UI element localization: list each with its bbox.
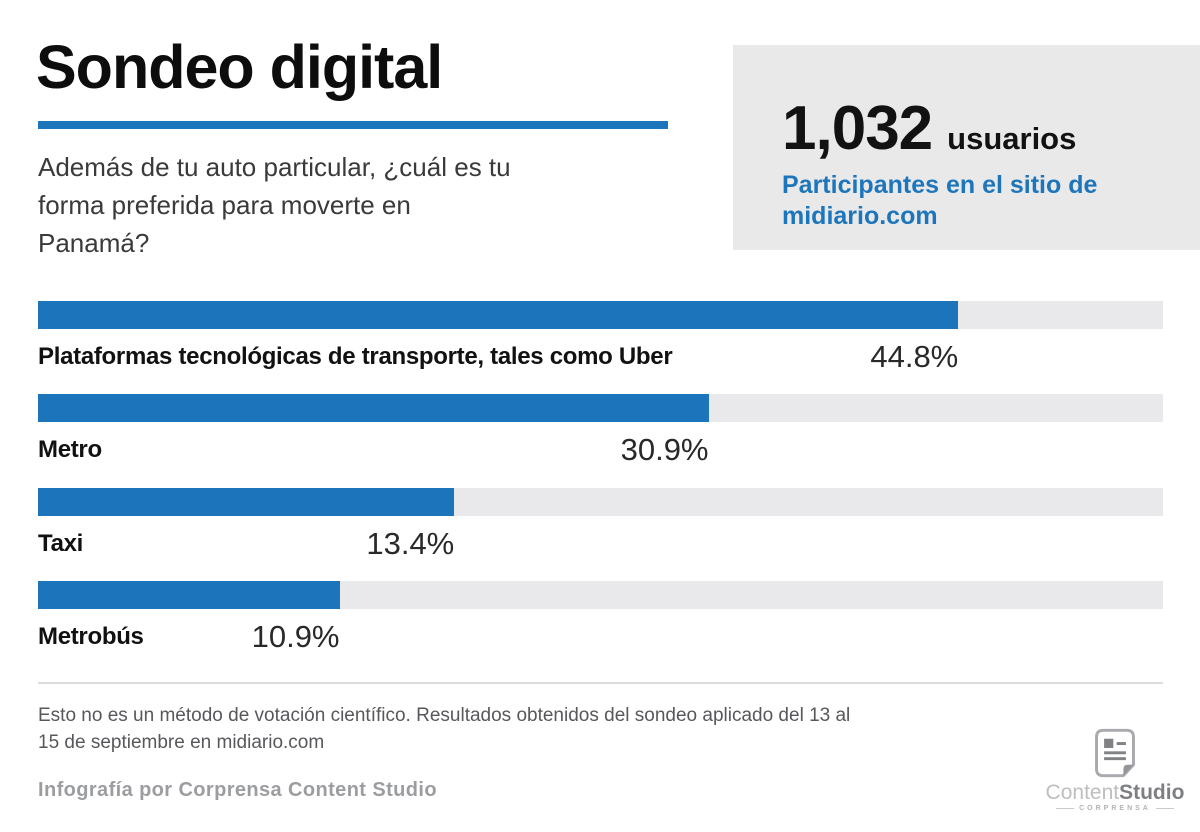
bar-row-metrobus: Metrobús 10.9%: [38, 581, 1163, 655]
participants-description-line: midiario.com: [782, 202, 938, 230]
bar-track: [38, 394, 1163, 422]
title-underline: [38, 121, 668, 129]
bar-labels: Plataformas tecnológicas de transporte, …: [38, 339, 1163, 373]
bar-value-label: 44.8%: [870, 339, 959, 374]
page-title: Sondeo digital: [36, 33, 443, 101]
bar-fill: [38, 581, 340, 609]
participants-description-line: Participantes en el sitio de: [782, 171, 1098, 199]
tagline-dash: [1056, 808, 1075, 809]
bar-fill: [38, 488, 455, 516]
participants-description: Participantes en el sitio de midiario.co…: [782, 170, 1180, 232]
methodology-disclaimer-line: 15 de septiembre en midiario.com: [38, 732, 325, 753]
bar-track: [38, 581, 1163, 609]
survey-question: Además de tu auto particular, ¿cuál es t…: [38, 148, 511, 262]
bar-fill: [38, 394, 709, 422]
bar-labels: Taxi 13.4%: [38, 526, 1163, 560]
bar-labels: Metrobús 10.9%: [38, 619, 1163, 653]
methodology-disclaimer-line: Esto no es un método de votación científ…: [38, 705, 851, 726]
bar-category-label: Metro: [38, 436, 102, 463]
content-studio-logo: ContentStudio CORPRENSA: [1045, 727, 1185, 812]
bar-category-label: Metrobús: [38, 623, 144, 650]
tagline-dash: [1155, 808, 1174, 809]
infographic-credit: Infografía por Corprensa Content Studio: [38, 779, 437, 801]
footer-divider: [38, 682, 1163, 684]
participants-unit: usuarios: [947, 121, 1077, 156]
participants-count: 1,032 usuarios: [782, 98, 1180, 160]
survey-question-line: Además de tu auto particular, ¿cuál es t…: [38, 152, 511, 182]
content-studio-wordmark: ContentStudio: [1045, 782, 1185, 804]
bar-labels: Metro 30.9%: [38, 432, 1163, 466]
bar-row-taxi: Taxi 13.4%: [38, 488, 1163, 562]
participants-number: 1,032: [782, 94, 933, 163]
tagline-text: CORPRENSA: [1079, 805, 1151, 812]
bar-fill: [38, 301, 959, 329]
bar-category-label: Taxi: [38, 530, 84, 557]
bar-track: [38, 301, 1163, 329]
bar-row-metro: Metro 30.9%: [38, 394, 1163, 468]
bar-value-label: 10.9%: [251, 619, 340, 654]
bar-track: [38, 488, 1163, 516]
bar-category-label: Plataformas tecnológicas de transporte, …: [38, 343, 673, 370]
methodology-disclaimer: Esto no es un método de votación científ…: [38, 702, 850, 756]
document-icon: [1095, 728, 1135, 778]
survey-question-line: Panamá?: [38, 228, 150, 258]
corprensa-tagline: CORPRENSA: [1045, 805, 1185, 812]
logo-name-bold: Studio: [1119, 781, 1185, 804]
logo-name-light: Content: [1045, 781, 1120, 804]
survey-question-line: forma preferida para moverte en: [38, 190, 411, 220]
bar-row-uber: Plataformas tecnológicas de transporte, …: [38, 301, 1163, 375]
bar-value-label: 13.4%: [366, 526, 455, 561]
bar-value-label: 30.9%: [620, 432, 709, 467]
participants-box: 1,032 usuarios Participantes en el sitio…: [733, 45, 1200, 250]
